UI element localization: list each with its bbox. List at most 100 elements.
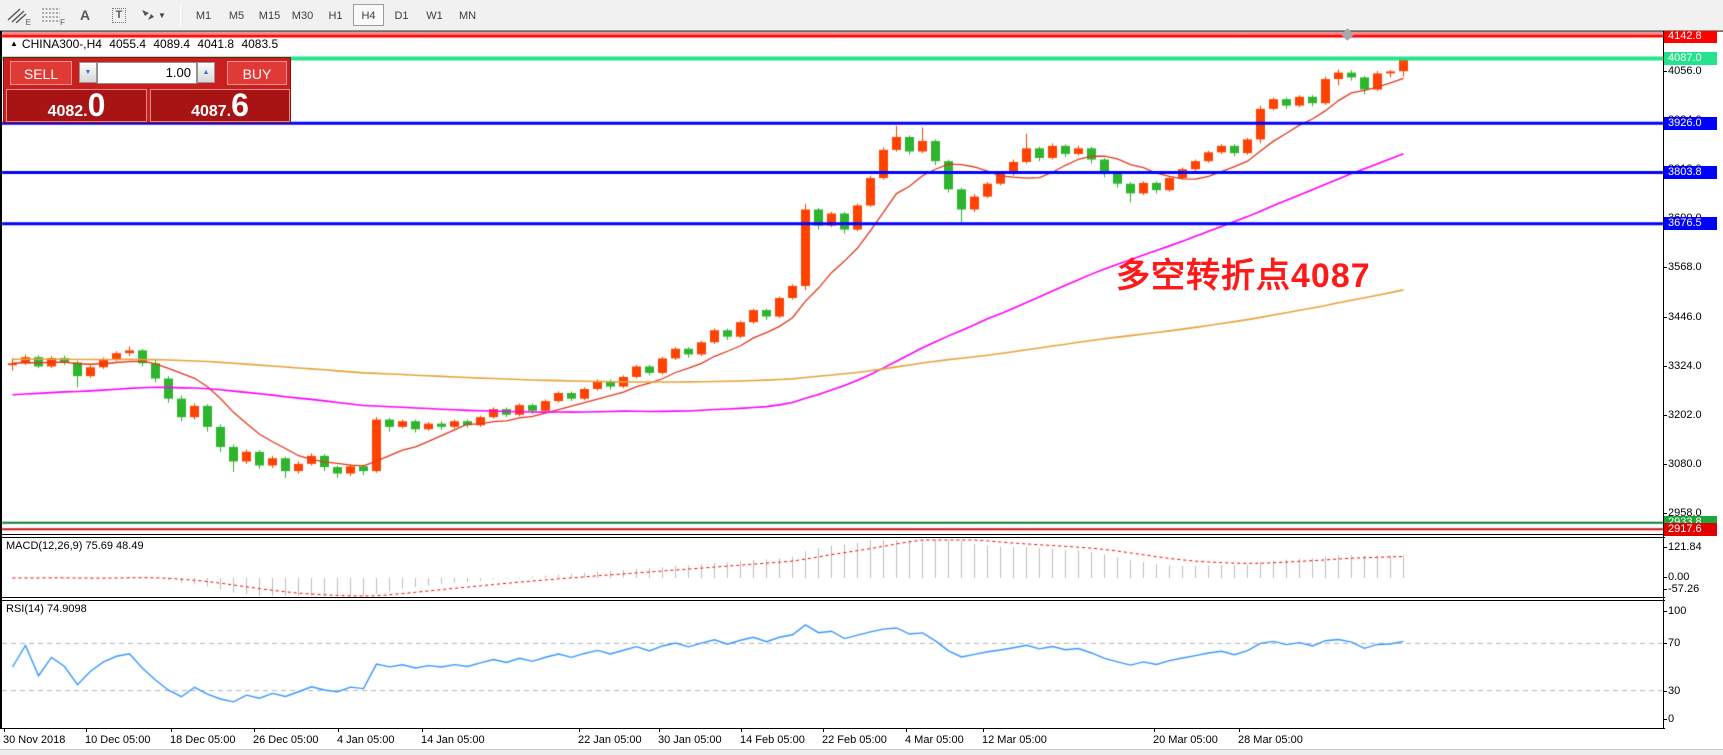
quote-open: 4055.4: [109, 37, 146, 51]
price-tick-label: 3324.0: [1668, 359, 1702, 372]
quote-high: 4089.4: [153, 37, 191, 51]
one-click-trading-panel: SELL ▼ ▲ BUY 4082.0 4087.6: [3, 57, 291, 123]
indicator-tick-mark: [1663, 577, 1667, 578]
buy-price-int: 4087.: [191, 103, 232, 120]
date-tick-mark: [659, 728, 660, 732]
buy-price-big-digit: 6: [231, 87, 249, 123]
date-label: 14 Feb 05:00: [740, 734, 805, 746]
text-box-icon[interactable]: T: [104, 3, 134, 27]
indicator-tick-mark: [1663, 719, 1667, 720]
text-label-icon[interactable]: A: [70, 3, 100, 27]
buy-button[interactable]: BUY: [227, 60, 287, 85]
tool-sub-label: F: [60, 18, 65, 27]
indicator-scale-label: 0.00: [1668, 571, 1690, 583]
rsi-pane-top-border: [0, 600, 1665, 601]
date-tick-mark: [254, 728, 255, 732]
price-tick-label: 3690.0: [1668, 212, 1702, 225]
macd-canvas[interactable]: [0, 538, 1723, 597]
date-label: 18 Dec 05:00: [170, 734, 236, 746]
price-tick-label: 3202.0: [1668, 408, 1702, 421]
price-tick-label: 2958.0: [1668, 506, 1702, 519]
price-tick-mark: [1663, 267, 1667, 269]
sell-price-int: 4082.: [47, 103, 88, 120]
date-label: 12 Mar 05:00: [982, 734, 1047, 746]
date-tick-mark: [86, 728, 87, 732]
price-tick-mark: [1663, 169, 1667, 171]
rsi-pane-bottom-border: [0, 728, 1665, 729]
quote-header: ▲ CHINA300-,H4 4055.4 4089.4 4041.8 4083.…: [10, 37, 282, 51]
volume-decrease-button[interactable]: ▼: [79, 62, 97, 83]
price-tick-mark: [1663, 365, 1667, 367]
date-tick-mark: [579, 728, 580, 732]
price-tick-mark: [1663, 218, 1667, 220]
toolbar: E F A T ▼: [0, 0, 1723, 31]
indicator-tick-mark: [1663, 589, 1667, 590]
indicator-scale-label: 70: [1668, 637, 1681, 649]
tab-timeframe-M15[interactable]: M15: [258, 10, 281, 22]
date-tick-mark: [1239, 728, 1240, 732]
sell-price-display[interactable]: 4082. 0: [6, 89, 147, 122]
indicator-tick-mark: [1663, 611, 1667, 612]
indicator-scale-label: 0: [1668, 713, 1675, 725]
date-label: 28 Mar 05:00: [1238, 734, 1303, 746]
price-tick-mark: [1663, 512, 1667, 514]
volume-increase-button[interactable]: ▲: [197, 62, 215, 83]
tab-timeframe-H1[interactable]: H1: [328, 10, 343, 22]
tab-timeframe-W1[interactable]: W1: [426, 10, 443, 22]
arrow-tools-icon[interactable]: ▼: [138, 3, 168, 27]
price-tick-mark: [1663, 71, 1667, 72]
price-tick-label: 4056.0: [1668, 65, 1702, 77]
toolbar-separator: [180, 4, 181, 26]
date-tick-mark: [1154, 728, 1155, 732]
price-tick-label: 3446.0: [1668, 310, 1702, 323]
price-tick-mark: [1663, 414, 1667, 416]
date-label: 22 Feb 05:00: [822, 734, 887, 746]
date-tick-mark: [906, 728, 907, 732]
date-label: 22 Jan 05:00: [578, 734, 642, 746]
volume-input[interactable]: [97, 61, 197, 84]
date-tick-mark: [338, 728, 339, 732]
indicator-scale-label: 121.84: [1668, 541, 1702, 553]
indicator-tick-mark: [1663, 691, 1667, 692]
date-label: 10 Dec 05:00: [85, 734, 151, 746]
macd-pane-top-border: [0, 537, 1665, 538]
collapse-triangle-icon[interactable]: ▲: [10, 39, 18, 48]
chart-text-annotation: 多空转折点4087: [1116, 257, 1371, 295]
date-tick-mark: [823, 728, 824, 732]
price-tick-mark: [1663, 463, 1667, 465]
rsi-canvas[interactable]: [0, 601, 1723, 728]
tab-timeframe-M5[interactable]: M5: [228, 10, 245, 22]
macd-label: MACD(12,26,9) 75.69 48.49: [6, 540, 144, 552]
tab-timeframe-MN[interactable]: MN: [458, 10, 477, 22]
symbol-label: CHINA300-,H4: [21, 37, 102, 51]
date-label: 26 Dec 05:00: [253, 734, 319, 746]
tab-timeframe-M1[interactable]: M1: [195, 10, 212, 22]
date-label: 20 Mar 05:00: [1153, 734, 1218, 746]
buy-price-display[interactable]: 4087. 6: [150, 89, 290, 122]
tool-sub-label: E: [25, 18, 31, 27]
tab-timeframe-M30[interactable]: M30: [291, 10, 314, 22]
tab-timeframe-D1[interactable]: D1: [394, 10, 409, 22]
price-tick-label: 3812.0: [1668, 163, 1702, 176]
timeframe-buttons: M1 M5 M15 M30 H1 H4 D1 W1 MN: [187, 0, 484, 31]
sell-button[interactable]: SELL: [10, 60, 72, 85]
indicator-scale-label: 100: [1668, 605, 1687, 617]
indicator-tick-mark: [1663, 643, 1667, 644]
fibonacci-retracement-icon[interactable]: F: [36, 3, 66, 27]
date-label: 4 Jan 05:00: [337, 734, 395, 746]
tab-timeframe-H4[interactable]: H4: [353, 4, 384, 26]
price-tick-label: 3568.0: [1668, 261, 1702, 274]
drawing-tools: E F A T ▼: [0, 0, 170, 31]
sell-price-big-digit: 0: [87, 87, 106, 123]
macd-pane-bottom-border: [0, 597, 1665, 598]
indicator-scale-label: -57.26: [1668, 583, 1700, 595]
date-tick-mark: [422, 728, 423, 732]
status-strip: [0, 749, 1723, 755]
dropdown-caret-icon: ▼: [158, 10, 166, 20]
price-tick-label: 3080.0: [1668, 457, 1702, 470]
price-tick-label: 3934.0: [1668, 114, 1702, 127]
equidistant-channel-icon[interactable]: E: [2, 3, 32, 27]
date-tick-mark: [741, 728, 742, 732]
order-controls-row: SELL ▼ ▲ BUY: [4, 58, 290, 87]
